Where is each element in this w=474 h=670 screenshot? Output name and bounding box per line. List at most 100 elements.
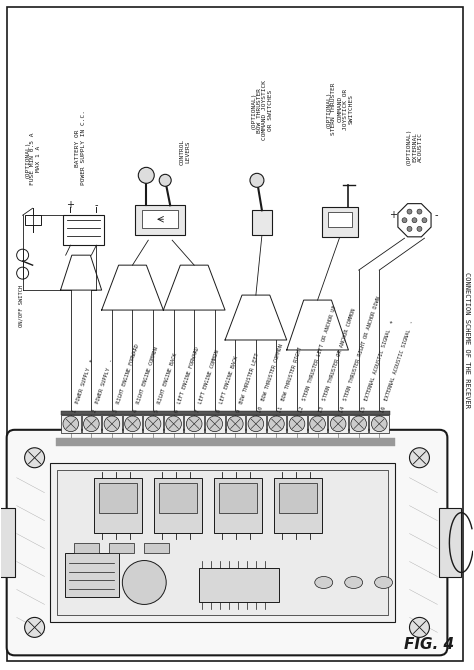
Bar [328, 212, 352, 227]
Text: 15  EXTERNAL ACOUSTIC SIGNAL  +: 15 EXTERNAL ACOUSTIC SIGNAL + [360, 319, 394, 413]
Bar [370, 415, 389, 433]
Circle shape [310, 416, 325, 431]
Circle shape [410, 448, 429, 468]
Circle shape [25, 618, 45, 637]
Text: 11  BOW THRUSTER RIGHT: 11 BOW THRUSTER RIGHT [277, 346, 303, 413]
Bar [0, 508, 15, 578]
Bar [144, 543, 169, 553]
Text: 5  RIGHT ENGINE BACK: 5 RIGHT ENGINE BACK [154, 352, 178, 413]
Polygon shape [398, 204, 431, 237]
Circle shape [63, 416, 79, 431]
Text: -: - [95, 200, 98, 210]
FancyBboxPatch shape [7, 429, 447, 655]
Bar [109, 543, 134, 553]
Text: FIG. 4: FIG. 4 [404, 637, 455, 652]
Text: 6  LEFT ENGINE FORWARD: 6 LEFT ENGINE FORWARD [174, 346, 201, 413]
Circle shape [330, 416, 346, 431]
Polygon shape [287, 300, 348, 350]
Circle shape [410, 618, 429, 637]
Circle shape [138, 168, 154, 184]
Bar [102, 415, 122, 433]
Circle shape [122, 561, 166, 604]
Circle shape [412, 218, 417, 222]
Text: 2  POWER SUPPLY  -: 2 POWER SUPPLY - [92, 358, 115, 413]
Text: 3  RIGHT ENGINE FORWARD: 3 RIGHT ENGINE FORWARD [113, 343, 140, 413]
Circle shape [269, 416, 284, 431]
Bar [246, 415, 265, 433]
Ellipse shape [345, 576, 363, 588]
Polygon shape [101, 265, 164, 310]
Bar [279, 482, 317, 513]
Circle shape [417, 226, 422, 231]
Bar [123, 415, 142, 433]
Circle shape [289, 416, 305, 431]
Text: -: - [435, 210, 438, 220]
Bar [287, 415, 307, 433]
Text: (OPTIONAL)
EXTERNAL
ACOUSTIC: (OPTIONAL) EXTERNAL ACOUSTIC [406, 128, 423, 165]
Bar [143, 415, 163, 433]
Text: 12  STERN THRUSTER LEFT OR ANCHOR UP: 12 STERN THRUSTER LEFT OR ANCHOR UP [298, 304, 337, 413]
Polygon shape [61, 255, 101, 290]
Bar [50, 463, 394, 622]
Circle shape [407, 209, 412, 214]
Bar [55, 438, 394, 446]
Bar [56, 470, 388, 616]
Text: ON/OFF SWITCH: ON/OFF SWITCH [18, 285, 24, 328]
Text: +: + [389, 210, 397, 220]
Bar [94, 478, 142, 533]
Circle shape [186, 416, 202, 431]
Bar [159, 482, 197, 513]
Circle shape [407, 226, 412, 231]
Circle shape [125, 416, 140, 431]
Bar [63, 215, 104, 245]
Bar [25, 215, 41, 225]
Bar [135, 205, 185, 235]
Text: 10  BOW THRUSTER COMMON: 10 BOW THRUSTER COMMON [257, 343, 284, 413]
Bar [100, 482, 137, 513]
Circle shape [104, 416, 120, 431]
Circle shape [17, 249, 28, 261]
Text: +: + [66, 200, 74, 210]
Bar [164, 415, 183, 433]
Bar [214, 478, 262, 533]
Circle shape [402, 218, 407, 222]
Bar [349, 415, 368, 433]
Bar [267, 415, 286, 433]
Bar [82, 415, 101, 433]
Circle shape [372, 416, 387, 431]
Bar [274, 478, 322, 533]
Ellipse shape [374, 576, 392, 588]
Circle shape [417, 209, 422, 214]
Text: 1  POWER SUPPLY  +: 1 POWER SUPPLY + [72, 358, 94, 413]
Circle shape [17, 267, 28, 279]
Polygon shape [225, 295, 287, 340]
Bar [308, 415, 328, 433]
Bar [199, 567, 279, 602]
Bar [252, 210, 272, 235]
Text: 7  LEFT ENGINE COMMON: 7 LEFT ENGINE COMMON [195, 349, 220, 413]
Circle shape [166, 416, 182, 431]
Circle shape [83, 416, 99, 431]
Bar [226, 415, 245, 433]
Text: (OPTIONAL)
STERN THRUSTER
COMMAND
JOYSTICK OR
SWITCHES: (OPTIONAL) STERN THRUSTER COMMAND JOYSTI… [326, 83, 354, 135]
Text: (OPTIONAL)
BOW THRUSTER
COMMAND JOYSTICK
OR SWITCHES: (OPTIONAL) BOW THRUSTER COMMAND JOYSTICK… [251, 80, 273, 141]
Text: 9  BOW THRUSTER LEFT: 9 BOW THRUSTER LEFT [237, 352, 260, 413]
Text: CONNECTION SCHEME OF THE RECEVER: CONNECTION SCHEME OF THE RECEVER [465, 272, 470, 408]
Circle shape [159, 174, 171, 186]
Circle shape [250, 174, 264, 188]
Text: 8  LEFT ENGINE BACK: 8 LEFT ENGINE BACK [216, 355, 239, 413]
Bar [219, 482, 257, 513]
Polygon shape [164, 265, 225, 310]
Bar [61, 415, 81, 433]
Ellipse shape [315, 576, 333, 588]
Circle shape [25, 448, 45, 468]
Text: BATTERY OR
POWER SUPPLY IN C.C.: BATTERY OR POWER SUPPLY IN C.C. [75, 111, 86, 186]
Bar [322, 207, 358, 237]
Text: 14  STERN THRUSTER RIGHT OR ANCHOR DOWN: 14 STERN THRUSTER RIGHT OR ANCHOR DOWN [339, 295, 382, 413]
Circle shape [351, 416, 366, 431]
Text: (OPTIONAL)
FUSE MIN 0.5 A
MAX 1 A: (OPTIONAL) FUSE MIN 0.5 A MAX 1 A [24, 133, 41, 186]
Text: CONTROL
LEVERS: CONTROL LEVERS [180, 139, 191, 165]
Bar [74, 543, 100, 553]
Text: 4  RIGHT ENGINE COMMON: 4 RIGHT ENGINE COMMON [134, 346, 159, 413]
Bar [205, 415, 225, 433]
